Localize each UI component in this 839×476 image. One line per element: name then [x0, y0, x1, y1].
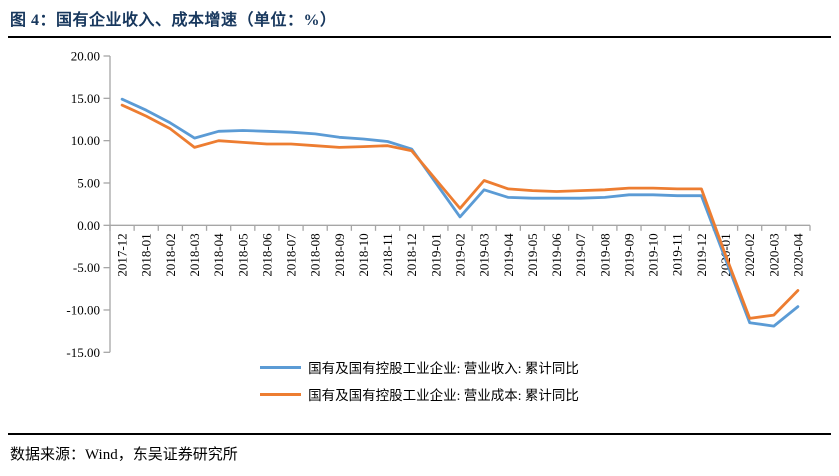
x-tick-label: 2018-05 [235, 233, 250, 276]
x-tick-label: 2020-02 [742, 233, 757, 276]
x-tick-label: 2019-04 [501, 233, 516, 277]
x-tick-label: 2019-12 [694, 233, 709, 276]
x-tick-label: 2018-11 [380, 233, 395, 276]
legend-item-0: 国有及国有控股工业企业: 营业收入: 累计同比 [260, 357, 579, 377]
y-tick-label: -10.00 [66, 302, 100, 317]
footer-divider [8, 433, 831, 435]
x-tick-label: 2019-09 [621, 233, 636, 276]
y-tick-label: 20.00 [71, 49, 100, 64]
x-tick-label: 2018-04 [211, 233, 226, 277]
x-tick-label: 2018-10 [356, 233, 371, 276]
x-tick-label: 2018-07 [284, 233, 299, 277]
chart-legend: 国有及国有控股工业企业: 营业收入: 累计同比 国有及国有控股工业企业: 营业成本… [260, 357, 579, 404]
x-tick-label: 2018-12 [404, 233, 419, 276]
legend-item-1: 国有及国有控股工业企业: 营业成本: 累计同比 [260, 384, 579, 404]
x-tick-label: 2017-12 [115, 233, 130, 276]
y-tick-label: 15.00 [71, 91, 100, 106]
x-tick-label: 2019-11 [670, 233, 685, 276]
data-source: 数据来源：Wind，东吴证券研究所 [10, 447, 238, 463]
legend-label: 国有及国有控股工业企业: 营业收入: 累计同比 [308, 361, 579, 376]
x-tick-label: 2018-01 [139, 233, 154, 276]
x-tick-label: 2020-03 [766, 233, 781, 276]
x-tick-label: 2019-02 [453, 233, 468, 276]
x-tick-label: 2018-06 [259, 233, 274, 277]
series-line-0 [120, 97, 800, 328]
series-line-1 [120, 103, 800, 320]
page-title: 图 4：国有企业收入、成本增速（单位：%） [10, 12, 337, 29]
x-tick-label: 2018-02 [163, 233, 178, 276]
legend-line-sample [260, 392, 302, 396]
y-tick-label: -5.00 [73, 260, 100, 275]
x-tick-label: 2019-03 [477, 233, 492, 276]
x-tick-label: 2018-08 [308, 233, 323, 276]
y-tick-label: 0.00 [77, 218, 100, 233]
y-tick-label: -15.00 [66, 345, 100, 360]
legend-label: 国有及国有控股工业企业: 营业成本: 累计同比 [308, 388, 579, 403]
x-tick-label: 2019-08 [597, 233, 612, 276]
x-tick-label: 2018-03 [187, 233, 202, 276]
legend-line-sample [260, 365, 302, 369]
x-tick-label: 2019-06 [549, 233, 564, 277]
title-divider [8, 36, 831, 38]
x-tick-label: 2019-10 [646, 233, 661, 276]
x-tick-label: 2020-04 [790, 233, 805, 277]
y-tick-label: 5.00 [77, 175, 100, 190]
x-tick-label: 2019-07 [573, 233, 588, 277]
y-tick-label: 10.00 [71, 133, 100, 148]
x-tick-label: 2018-09 [332, 233, 347, 276]
line-chart: 20.00 15.00 10.00 5.00 0.00 -5.00 -10.00 -15.00… [66, 49, 811, 360]
x-tick-label: 2019-05 [525, 233, 540, 276]
x-tick-label: 2019-01 [428, 233, 443, 276]
